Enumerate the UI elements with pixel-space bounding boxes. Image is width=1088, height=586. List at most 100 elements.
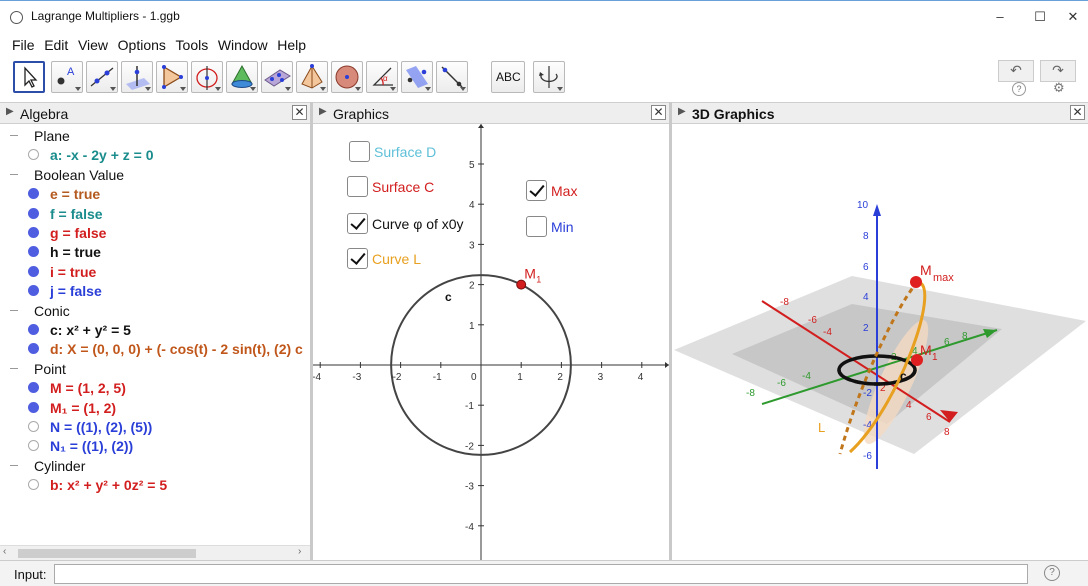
algebra-item-text[interactable]: N = ((1), (2), (5)) bbox=[50, 419, 153, 435]
menu-tools[interactable]: Tools bbox=[175, 37, 209, 53]
algebra-item-text[interactable]: i = true bbox=[50, 263, 97, 280]
rotate-view-tool[interactable] bbox=[533, 61, 565, 93]
algebra-item[interactable]: N = ((1), (2), (5)) bbox=[0, 418, 310, 437]
line-tool[interactable] bbox=[86, 61, 118, 93]
sphere-tool[interactable] bbox=[331, 61, 363, 93]
collapse-minus-icon[interactable] bbox=[10, 464, 18, 466]
algebra-item[interactable]: j = false bbox=[0, 282, 310, 301]
checkbox-max[interactable]: Max bbox=[526, 180, 577, 201]
undo-button[interactable]: ↶ bbox=[998, 60, 1034, 82]
visibility-toggle-icon[interactable] bbox=[28, 149, 39, 161]
maximize-button[interactable]: ☐ bbox=[1034, 9, 1046, 24]
algebra-item-text[interactable]: b: x² + y² + 0z² = 5 bbox=[50, 477, 168, 494]
algebra-category[interactable]: Point bbox=[0, 360, 310, 379]
visibility-toggle-icon[interactable] bbox=[28, 265, 39, 277]
algebra-category[interactable]: Boolean Value bbox=[0, 166, 310, 185]
visibility-toggle-icon[interactable] bbox=[28, 479, 39, 491]
checkbox-surface-c[interactable]: Surface C bbox=[347, 176, 434, 197]
algebra-horizontal-scrollbar[interactable]: ‹ › bbox=[0, 545, 310, 560]
algebra-item-text[interactable]: j = false bbox=[50, 283, 102, 300]
pyramid-tool[interactable] bbox=[296, 61, 328, 93]
visibility-toggle-icon[interactable] bbox=[28, 343, 39, 355]
checkbox-box[interactable] bbox=[349, 141, 370, 162]
collapse-arrow-icon[interactable]: ▶ bbox=[319, 106, 327, 117]
collapse-arrow-icon[interactable]: ▶ bbox=[6, 106, 14, 117]
plane-tool[interactable] bbox=[261, 61, 293, 93]
menu-help[interactable]: Help bbox=[277, 37, 307, 53]
algebra-item[interactable]: h = true bbox=[0, 243, 310, 262]
algebra-item[interactable]: f = false bbox=[0, 205, 310, 224]
menu-window[interactable]: Window bbox=[217, 37, 268, 53]
visibility-toggle-icon[interactable] bbox=[28, 421, 39, 432]
checkbox-box[interactable] bbox=[347, 248, 368, 269]
settings-gear-icon[interactable]: ⚙ bbox=[1053, 80, 1065, 95]
algebra-item[interactable]: e = true bbox=[0, 185, 310, 204]
menu-options[interactable]: Options bbox=[117, 37, 166, 53]
menu-edit[interactable]: Edit bbox=[44, 37, 69, 53]
visibility-toggle-icon[interactable] bbox=[28, 246, 39, 258]
scrollbar-thumb[interactable] bbox=[18, 549, 196, 558]
algebra-item-text[interactable]: d: X = (0, 0, 0) + (- cos(t) - 2 sin(t),… bbox=[50, 341, 303, 358]
collapse-minus-icon[interactable] bbox=[10, 135, 18, 136]
algebra-category[interactable]: Conic bbox=[0, 302, 310, 321]
checkbox-box[interactable] bbox=[526, 180, 547, 201]
algebra-category[interactable]: Plane bbox=[0, 127, 310, 146]
algebra-item-text[interactable]: M = (1, 2, 5) bbox=[50, 380, 126, 397]
collapse-minus-icon[interactable] bbox=[10, 309, 18, 311]
collapse-arrow-icon[interactable]: ▶ bbox=[678, 106, 686, 117]
cone-tool[interactable] bbox=[226, 61, 258, 93]
algebra-item-text[interactable]: g = false bbox=[50, 225, 107, 241]
algebra-item[interactable]: c: x² + y² = 5 bbox=[0, 321, 310, 340]
algebra-item[interactable]: g = false bbox=[0, 224, 310, 243]
close-graphics-button[interactable]: ✕ bbox=[651, 105, 666, 120]
slider-tool[interactable] bbox=[436, 61, 468, 93]
checkbox-min[interactable]: Min bbox=[526, 216, 574, 237]
collapse-minus-icon[interactable] bbox=[10, 367, 18, 369]
algebra-category[interactable]: Cylinder bbox=[0, 457, 310, 476]
minimize-button[interactable]: – bbox=[996, 9, 1004, 24]
algebra-item-text[interactable]: a: -x - 2y + z = 0 bbox=[50, 147, 154, 164]
algebra-item[interactable]: b: x² + y² + 0z² = 5 bbox=[0, 476, 310, 495]
point-tool[interactable]: A bbox=[51, 61, 83, 93]
checkbox-curve-of-x0y[interactable]: Curve φ of x0y bbox=[347, 213, 464, 234]
algebra-item-text[interactable]: c: x² + y² = 5 bbox=[50, 322, 131, 338]
algebra-item-text[interactable]: f = false bbox=[50, 205, 103, 222]
algebra-item[interactable]: d: X = (0, 0, 0) + (- cos(t) - 2 sin(t),… bbox=[0, 340, 310, 359]
close-algebra-button[interactable]: ✕ bbox=[292, 105, 307, 120]
panel-divider[interactable] bbox=[310, 102, 313, 560]
redo-button[interactable]: ↷ bbox=[1040, 60, 1076, 82]
polygon-tool[interactable] bbox=[156, 61, 188, 93]
algebra-item-text[interactable]: h = true bbox=[50, 244, 101, 261]
algebra-item-text[interactable]: N₁ = ((1), (2)) bbox=[50, 438, 134, 455]
visibility-toggle-icon[interactable] bbox=[28, 440, 39, 452]
input-help-icon[interactable]: ? bbox=[1044, 565, 1060, 581]
move-tool[interactable] bbox=[13, 61, 45, 93]
visibility-toggle-icon[interactable] bbox=[28, 285, 39, 297]
visibility-toggle-icon[interactable] bbox=[28, 227, 39, 238]
algebra-item[interactable]: a: -x - 2y + z = 0 bbox=[0, 146, 310, 165]
algebra-item-text[interactable]: M₁ = (1, 2) bbox=[50, 399, 117, 416]
checkbox-box[interactable] bbox=[526, 216, 547, 237]
angle-tool[interactable]: α bbox=[366, 61, 398, 93]
circle-tool[interactable] bbox=[191, 61, 223, 93]
algebra-item[interactable]: M = (1, 2, 5) bbox=[0, 379, 310, 398]
visibility-toggle-icon[interactable] bbox=[28, 324, 39, 335]
checkbox-curve-l[interactable]: Curve L bbox=[347, 248, 421, 269]
menu-view[interactable]: View bbox=[77, 37, 109, 53]
visibility-toggle-icon[interactable] bbox=[28, 401, 39, 413]
reflect-tool[interactable] bbox=[401, 61, 433, 93]
algebra-item-text[interactable]: e = true bbox=[50, 186, 101, 203]
help-icon[interactable]: ? bbox=[1012, 82, 1026, 96]
visibility-toggle-icon[interactable] bbox=[28, 207, 39, 219]
text-tool[interactable]: ABC bbox=[491, 61, 525, 93]
panel-divider[interactable] bbox=[669, 102, 672, 560]
close-graphics3d-button[interactable]: ✕ bbox=[1070, 105, 1085, 120]
visibility-toggle-icon[interactable] bbox=[28, 188, 39, 200]
input-field[interactable] bbox=[54, 564, 1028, 584]
checkbox-box[interactable] bbox=[347, 213, 368, 234]
algebra-item[interactable]: M₁ = (1, 2) bbox=[0, 399, 310, 418]
